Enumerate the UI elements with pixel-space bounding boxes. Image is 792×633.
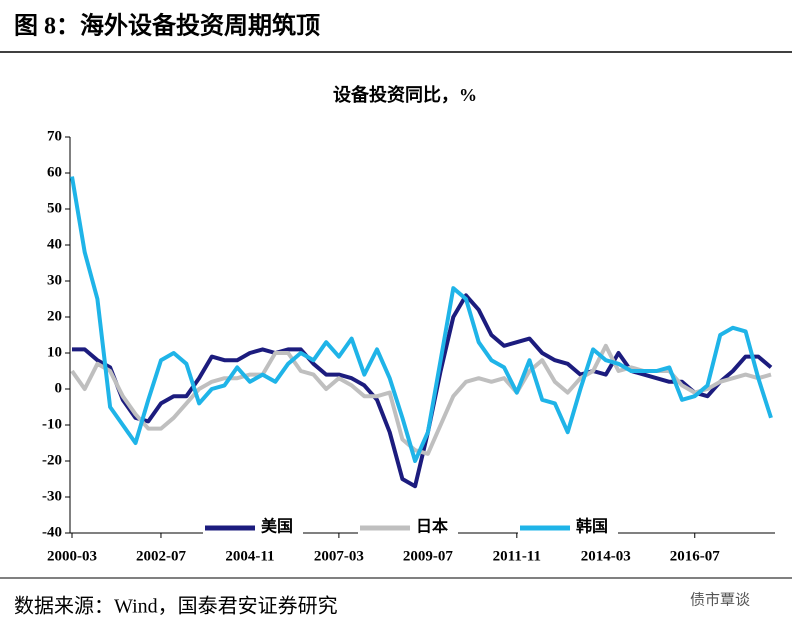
y-tick-label: -20 [42,452,62,468]
series-line [70,343,772,456]
chart-title: 设备投资同比，% [333,84,477,105]
page-title: 图 8：海外设备投资周期筑顶 [14,12,320,40]
x-tick-label: 2002-07 [136,548,186,564]
y-tick-label: 70 [47,128,62,144]
y-tick-label: 30 [47,272,62,288]
x-tick-label: 2009-07 [403,548,453,564]
x-tick-label: 2016-07 [670,548,720,564]
x-tick-label: 2011-11 [493,548,541,564]
x-tick-label: 2000-03 [47,548,97,564]
x-tick-label: 2004-11 [225,548,274,564]
y-tick-label: 60 [47,164,62,180]
y-tick-label: 50 [47,200,62,216]
y-tick-label: -30 [42,488,62,504]
source: 数据来源：Wind，国泰君安证券研究 [14,595,338,618]
y-tick-label: 40 [47,236,62,252]
x-tick-label: 2014-03 [581,548,631,564]
watermark: 债市覃谈 [690,591,750,608]
legend-label: 日本 [416,517,448,536]
y-tick-label: 0 [55,380,63,396]
y-tick-label: -40 [42,524,62,540]
x-tick-label: 2007-03 [314,548,364,564]
y-tick-label: 20 [47,308,62,324]
legend-label: 韩国 [576,517,608,536]
legend-label: 美国 [261,517,293,536]
series-line [72,293,773,489]
y-tick-label: 10 [47,344,62,360]
y-tick-label: -10 [42,416,62,432]
series-line [70,176,773,463]
